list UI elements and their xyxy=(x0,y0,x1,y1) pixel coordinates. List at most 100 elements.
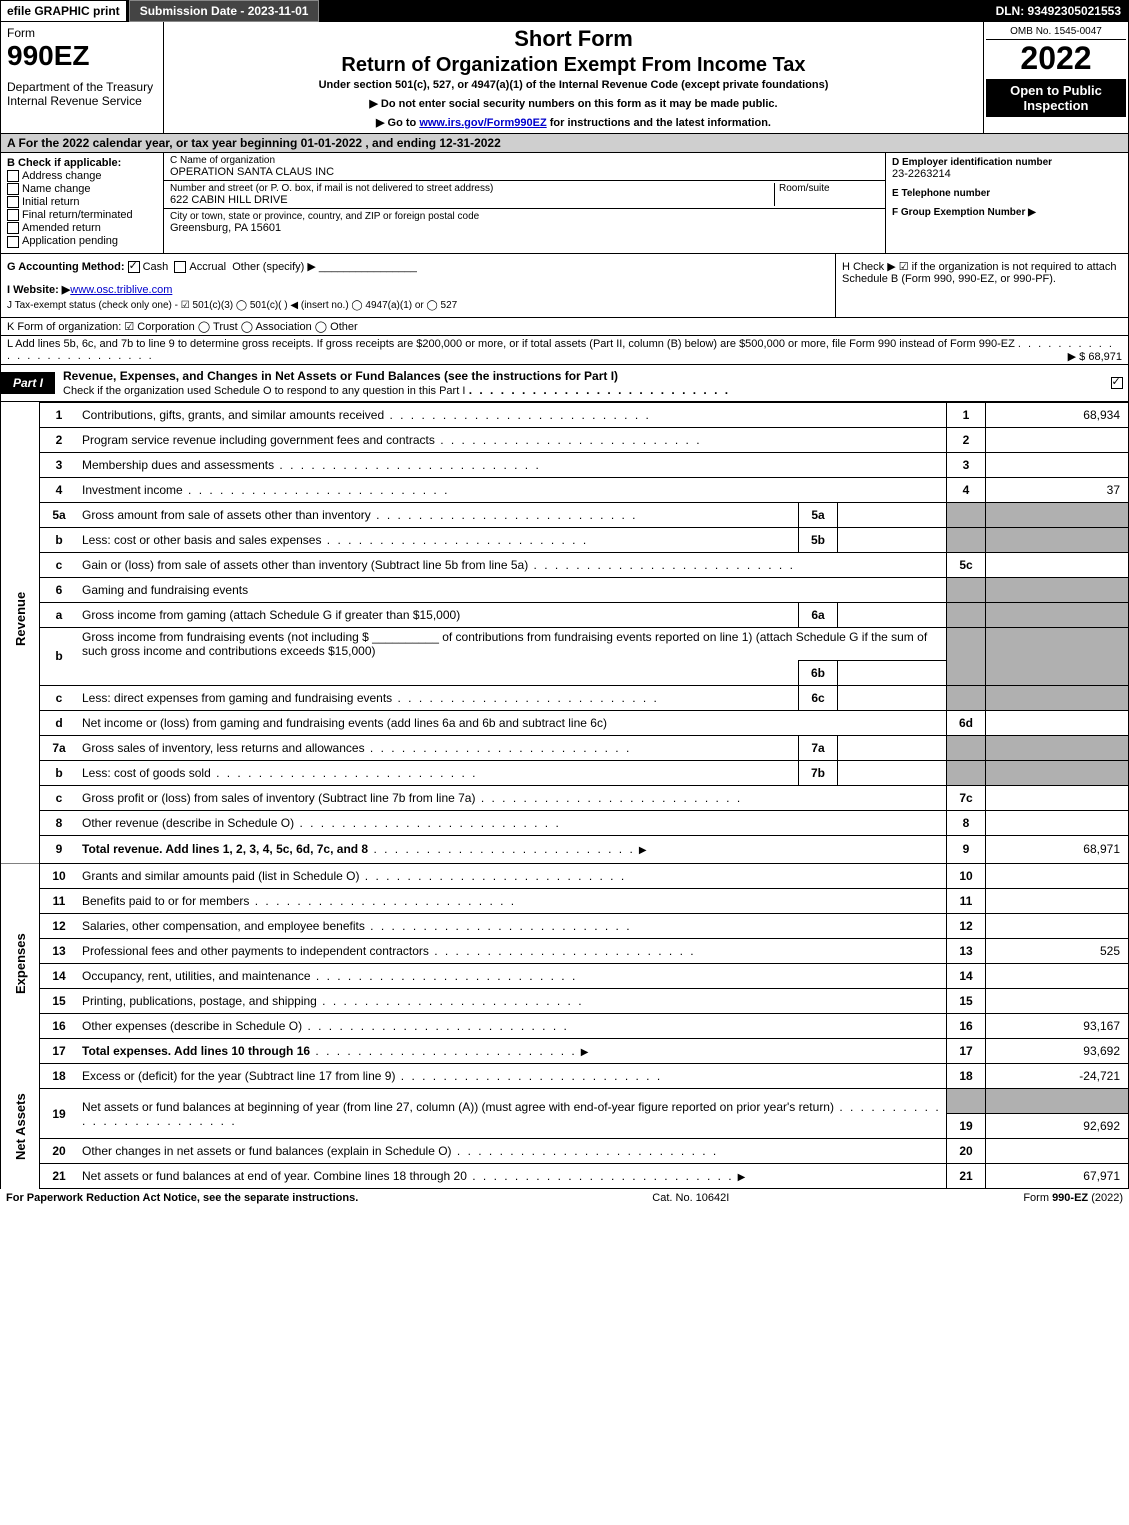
line-17-val: 93,692 xyxy=(986,1039,1129,1064)
line-3-val xyxy=(986,452,1129,477)
section-j: J Tax-exempt status (check only one) - ☑… xyxy=(7,300,829,311)
line-17-ln: 17 xyxy=(947,1039,986,1064)
line-5b-num: b xyxy=(40,527,79,552)
line-1-val: 68,934 xyxy=(986,402,1129,427)
line-16-desc: Other expenses (describe in Schedule O) xyxy=(78,1014,947,1039)
line-10-num: 10 xyxy=(40,864,79,889)
chk-amended-return[interactable]: Amended return xyxy=(7,222,157,234)
c-name-label: C Name of organization xyxy=(170,155,879,166)
line-18-num: 18 xyxy=(40,1064,79,1089)
line-10-ln: 10 xyxy=(947,864,986,889)
line-9-num: 9 xyxy=(40,835,79,864)
line-5b-sv xyxy=(838,527,947,552)
line-7a-desc: Gross sales of inventory, less returns a… xyxy=(78,735,799,760)
line-6c-sn: 6c xyxy=(799,685,838,710)
c-city: Greensburg, PA 15601 xyxy=(170,222,879,234)
line-7b-shade xyxy=(947,760,986,785)
line-5a-sv xyxy=(838,502,947,527)
line-6d-num: d xyxy=(40,710,79,735)
line-6a-desc: Gross income from gaming (attach Schedul… xyxy=(78,602,799,627)
line-14-val xyxy=(986,964,1129,989)
dln: DLN: 93492305021553 xyxy=(988,0,1129,22)
line-6-shade-v xyxy=(986,577,1129,602)
section-c: C Name of organization OPERATION SANTA C… xyxy=(164,153,885,253)
open-inspection: Open to Public Inspection xyxy=(986,79,1126,117)
line-4-val: 37 xyxy=(986,477,1129,502)
line-7b-desc: Less: cost of goods sold xyxy=(78,760,799,785)
c-city-label: City or town, state or province, country… xyxy=(170,211,879,222)
line-7a-shade-v xyxy=(986,735,1129,760)
form-title: Return of Organization Exempt From Incom… xyxy=(172,54,975,77)
line-16-num: 16 xyxy=(40,1014,79,1039)
line-7b-num: b xyxy=(40,760,79,785)
line-21-val: 67,971 xyxy=(986,1164,1129,1189)
chk-schedule-o[interactable] xyxy=(1111,377,1123,389)
line-1-ln: 1 xyxy=(947,402,986,427)
part-i-table: Revenue 1 Contributions, gifts, grants, … xyxy=(0,402,1129,1190)
line-19-num: 19 xyxy=(40,1089,79,1139)
d-label: D Employer identification number xyxy=(892,157,1122,168)
form-header: Form 990EZ Department of the Treasury In… xyxy=(0,22,1129,134)
chk-cash[interactable] xyxy=(128,261,140,273)
line-6b-sv xyxy=(838,660,947,685)
line-5c-desc: Gain or (loss) from sale of assets other… xyxy=(78,552,947,577)
line-5a-sn: 5a xyxy=(799,502,838,527)
line-7a-num: 7a xyxy=(40,735,79,760)
line-10-val xyxy=(986,864,1129,889)
line-5b-desc: Less: cost or other basis and sales expe… xyxy=(78,527,799,552)
part-title: Revenue, Expenses, and Changes in Net As… xyxy=(63,369,618,383)
line-1-num: 1 xyxy=(40,402,79,427)
line-9-ln: 9 xyxy=(947,835,986,864)
line-6a-sv xyxy=(838,602,947,627)
line-14-desc: Occupancy, rent, utilities, and maintena… xyxy=(78,964,947,989)
b-label: B Check if applicable: xyxy=(7,157,157,169)
line-4-ln: 4 xyxy=(947,477,986,502)
line-19-val: 92,692 xyxy=(986,1114,1129,1139)
line-19-desc: Net assets or fund balances at beginning… xyxy=(78,1089,947,1139)
footer-mid: Cat. No. 10642I xyxy=(652,1192,729,1204)
line-7b-sv xyxy=(838,760,947,785)
website-link[interactable]: www.osc.triblive.com xyxy=(70,284,172,296)
efile-label[interactable]: efile GRAPHIC print xyxy=(0,0,127,22)
line-5a-desc: Gross amount from sale of assets other t… xyxy=(78,502,799,527)
chk-initial-return[interactable]: Initial return xyxy=(7,196,157,208)
line-9-val: 68,971 xyxy=(986,835,1129,864)
line-13-ln: 13 xyxy=(947,939,986,964)
line-7a-sn: 7a xyxy=(799,735,838,760)
line-6b-sn: 6b xyxy=(799,660,838,685)
line-19-shade xyxy=(947,1089,986,1114)
info-block: B Check if applicable: Address change Na… xyxy=(0,153,1129,254)
line-20-ln: 20 xyxy=(947,1139,986,1164)
line-2-num: 2 xyxy=(40,427,79,452)
line-7a-shade xyxy=(947,735,986,760)
line-3-desc: Membership dues and assessments xyxy=(78,452,947,477)
irs-link[interactable]: www.irs.gov/Form990EZ xyxy=(419,117,546,129)
line-15-ln: 15 xyxy=(947,989,986,1014)
line-15-num: 15 xyxy=(40,989,79,1014)
line-15-desc: Printing, publications, postage, and shi… xyxy=(78,989,947,1014)
instr-2-pre: ▶ Go to xyxy=(376,117,419,129)
section-a: A For the 2022 calendar year, or tax yea… xyxy=(0,134,1129,153)
chk-address-change[interactable]: Address change xyxy=(7,170,157,182)
line-21-num: 21 xyxy=(40,1164,79,1189)
chk-name-change[interactable]: Name change xyxy=(7,183,157,195)
form-word: Form xyxy=(7,26,157,40)
section-h: H Check ▶ ☑ if the organization is not r… xyxy=(835,254,1128,317)
line-5b-sn: 5b xyxy=(799,527,838,552)
line-18-desc: Excess or (deficit) for the year (Subtra… xyxy=(78,1064,947,1089)
line-12-desc: Salaries, other compensation, and employ… xyxy=(78,914,947,939)
line-6b-desc1: Gross income from fundraising events (no… xyxy=(78,627,947,660)
c-addr-label: Number and street (or P. O. box, if mail… xyxy=(170,183,774,194)
line-6a-sn: 6a xyxy=(799,602,838,627)
line-2-val xyxy=(986,427,1129,452)
line-7c-desc: Gross profit or (loss) from sales of inv… xyxy=(78,785,947,810)
instr-2-post: for instructions and the latest informat… xyxy=(547,117,771,129)
part-i-header: Part I Revenue, Expenses, and Changes in… xyxy=(0,365,1129,402)
chk-final-return[interactable]: Final return/terminated xyxy=(7,209,157,221)
d-val: 23-2263214 xyxy=(892,168,1122,180)
chk-application-pending[interactable]: Application pending xyxy=(7,235,157,247)
chk-accrual[interactable] xyxy=(174,261,186,273)
part-label: Part I xyxy=(1,372,55,394)
part-sub: Check if the organization used Schedule … xyxy=(63,385,465,397)
line-14-ln: 14 xyxy=(947,964,986,989)
